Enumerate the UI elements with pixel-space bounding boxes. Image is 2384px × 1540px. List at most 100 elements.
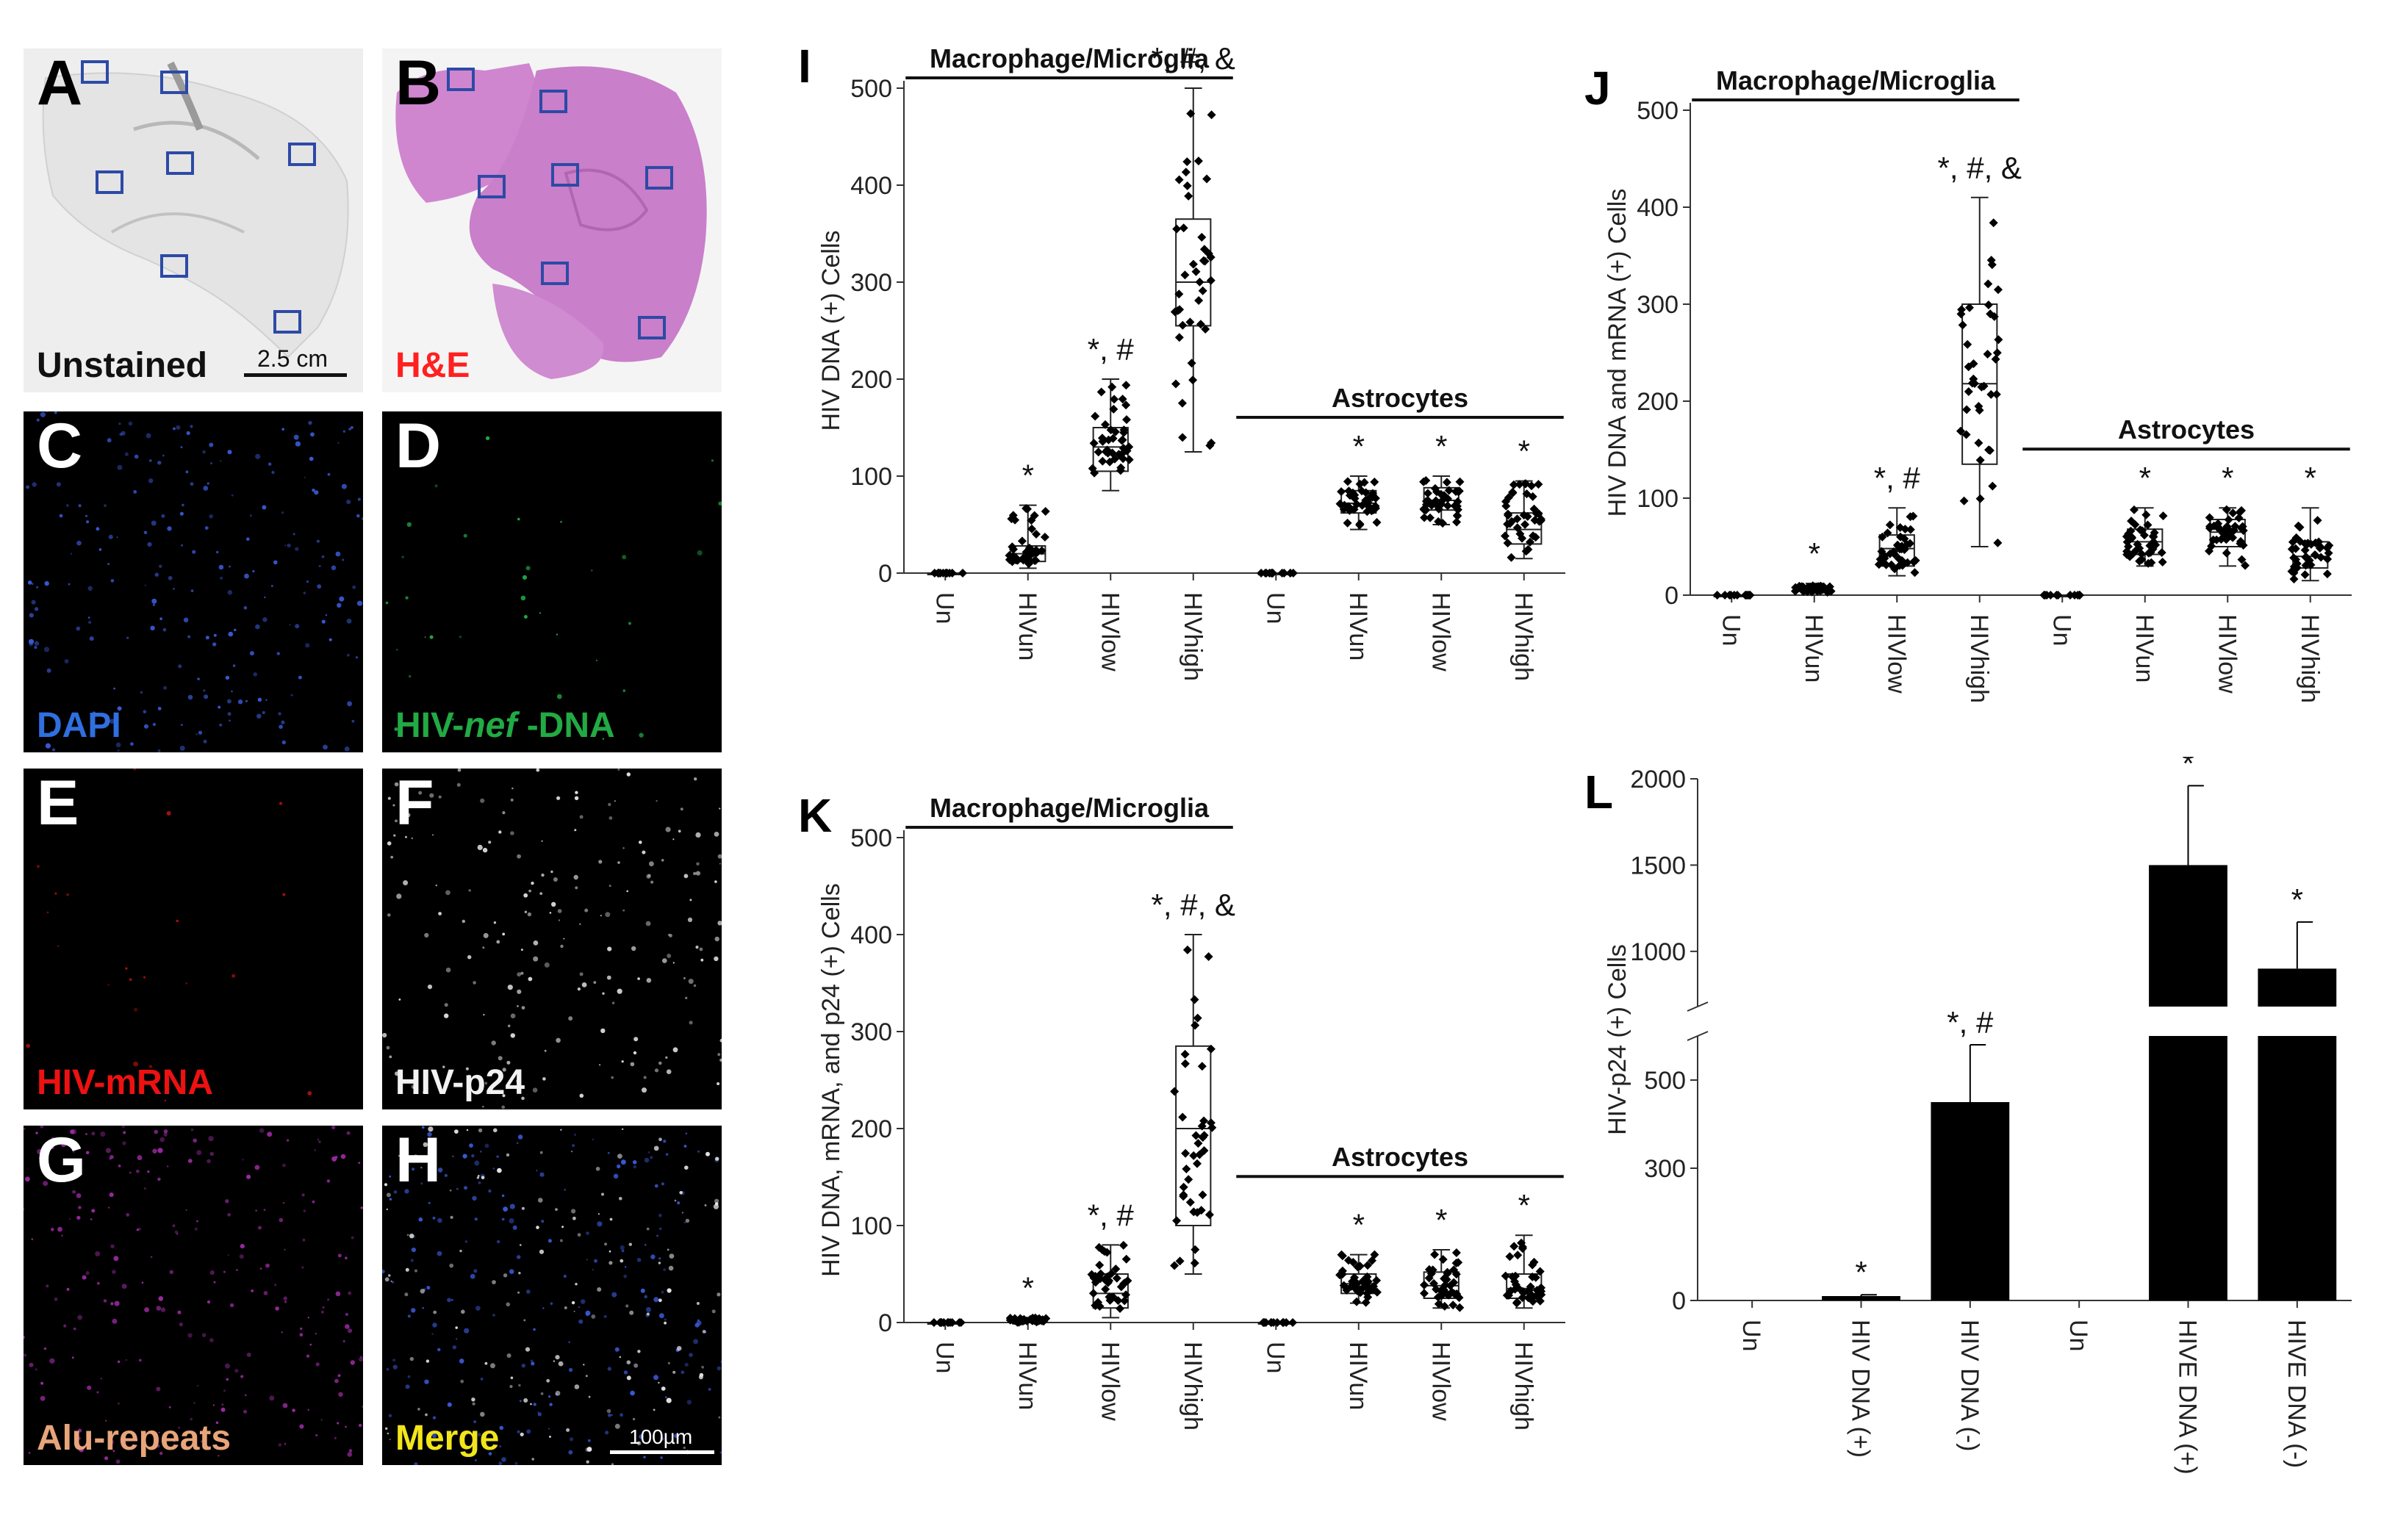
y-tick-label: 100 — [1637, 485, 1679, 513]
fluorescence-dot — [321, 1311, 324, 1314]
fluorescence-dot — [172, 1224, 176, 1228]
fluorescence-dot — [345, 1324, 350, 1329]
fluorescence-dot — [85, 1151, 90, 1155]
fluorescence-dot — [660, 1456, 663, 1459]
fluorescence-dot — [112, 1450, 115, 1453]
fluorescence-dot — [201, 1333, 207, 1337]
fluorescence-dot — [591, 569, 593, 572]
panel-letter: K — [798, 789, 832, 842]
fluorescence-dot — [113, 1256, 119, 1262]
fluorescence-dot — [581, 1299, 586, 1304]
data-point — [1797, 582, 1806, 591]
data-point — [2141, 510, 2151, 519]
fluorescence-dot — [278, 1443, 282, 1447]
fluorescence-dot — [158, 1431, 160, 1433]
fluorescence-dot — [282, 1403, 288, 1408]
data-point — [1172, 1216, 1182, 1226]
fluorescence-dot — [713, 1203, 719, 1209]
fluorescence-dot — [683, 1446, 686, 1450]
roi-box — [551, 163, 579, 187]
fluorescence-dot — [660, 1437, 664, 1441]
fluorescence-dot — [521, 1206, 525, 1210]
fluorescence-dot — [471, 1397, 475, 1402]
roi-box — [645, 166, 673, 190]
significance-label: * — [1353, 429, 1365, 464]
fluorescence-dot — [245, 699, 248, 702]
fluorescence-dot — [447, 1402, 452, 1407]
data-point — [1909, 511, 1918, 521]
fluorescence-dot — [528, 889, 531, 893]
fluorescence-dot — [463, 533, 467, 538]
panel-letter-h: H — [395, 1126, 442, 1195]
data-point — [2138, 526, 2147, 536]
fluorescence-dot — [622, 555, 627, 560]
data-point — [1338, 1251, 1347, 1261]
fluorescence-dot — [388, 1414, 392, 1417]
data-point — [2122, 537, 2132, 547]
data-point — [2304, 555, 2313, 565]
fluorescence-dot — [488, 1452, 492, 1456]
tile-e-label: HIV-mRNA — [37, 1063, 214, 1102]
data-point — [1725, 591, 1734, 600]
fluorescence-dot — [484, 1361, 488, 1365]
data-point — [1518, 1293, 1527, 1303]
fluorescence-dot — [61, 1142, 67, 1148]
fluorescence-dot — [541, 840, 543, 842]
fluorescence-dot — [281, 428, 285, 431]
fluorescence-dot — [717, 921, 722, 926]
fluorescence-dot — [715, 1156, 719, 1161]
fluorescence-dot — [654, 1068, 659, 1073]
fluorescence-dot — [431, 1433, 437, 1439]
data-point — [1174, 333, 1184, 342]
y-tick-label: 300 — [1644, 1155, 1686, 1183]
fluorescence-dot — [284, 1248, 286, 1251]
fluorescence-dot — [389, 1175, 392, 1178]
data-point — [1508, 1272, 1517, 1281]
fluorescence-dot — [351, 719, 355, 723]
fluorescence-dot — [393, 834, 396, 837]
fluorescence-dot — [632, 1160, 637, 1165]
fluorescence-dot — [719, 863, 721, 865]
fluorescence-dot — [157, 461, 162, 465]
fluorescence-dot — [620, 1245, 625, 1251]
fluorescence-dot — [467, 955, 472, 960]
fluorescence-dot — [717, 1082, 720, 1085]
data-point — [1533, 1292, 1543, 1302]
data-point — [1353, 1262, 1362, 1272]
fluorescence-dot — [492, 1314, 495, 1317]
fluorescence-dot — [577, 1233, 581, 1237]
fluorescence-dot — [76, 1193, 82, 1198]
data-point — [1027, 524, 1036, 533]
y-tick-label: 400 — [1637, 194, 1679, 222]
data-point — [1442, 478, 1451, 487]
fluorescence-dot — [187, 1333, 193, 1338]
data-point — [1096, 1274, 1105, 1284]
fluorescence-dot — [156, 1444, 160, 1448]
fluorescence-dot — [290, 694, 293, 697]
fluorescence-dot — [619, 1356, 622, 1359]
fluorescence-dot — [186, 431, 190, 436]
fluorescence-dot — [653, 1145, 659, 1151]
fluorescence-dot — [54, 715, 56, 717]
fluorescence-dot — [312, 489, 315, 492]
data-point — [2207, 541, 2216, 551]
significance-label: *, #, & — [1152, 888, 1235, 922]
x-tick-label: HIVE DNA (+) — [2174, 1320, 2202, 1475]
fluorescence-dot — [541, 1220, 545, 1223]
fluorescence-dot — [444, 1003, 448, 1007]
fluorescence-dot — [549, 1403, 553, 1406]
fluorescence-dot — [295, 547, 299, 551]
data-point — [1098, 456, 1107, 466]
data-point — [1018, 1315, 1027, 1325]
fluorescence-dot — [122, 1141, 126, 1145]
fluorescence-dot — [471, 1442, 475, 1446]
fluorescence-dot — [421, 1126, 425, 1129]
fluorescence-dot — [551, 902, 556, 907]
fluorescence-dot — [574, 829, 577, 832]
y-tick-label: 400 — [850, 172, 892, 200]
fluorescence-dot — [501, 1217, 505, 1221]
fluorescence-dot — [398, 999, 401, 1001]
data-point — [1096, 1269, 1105, 1278]
fluorescence-dot — [342, 558, 345, 561]
